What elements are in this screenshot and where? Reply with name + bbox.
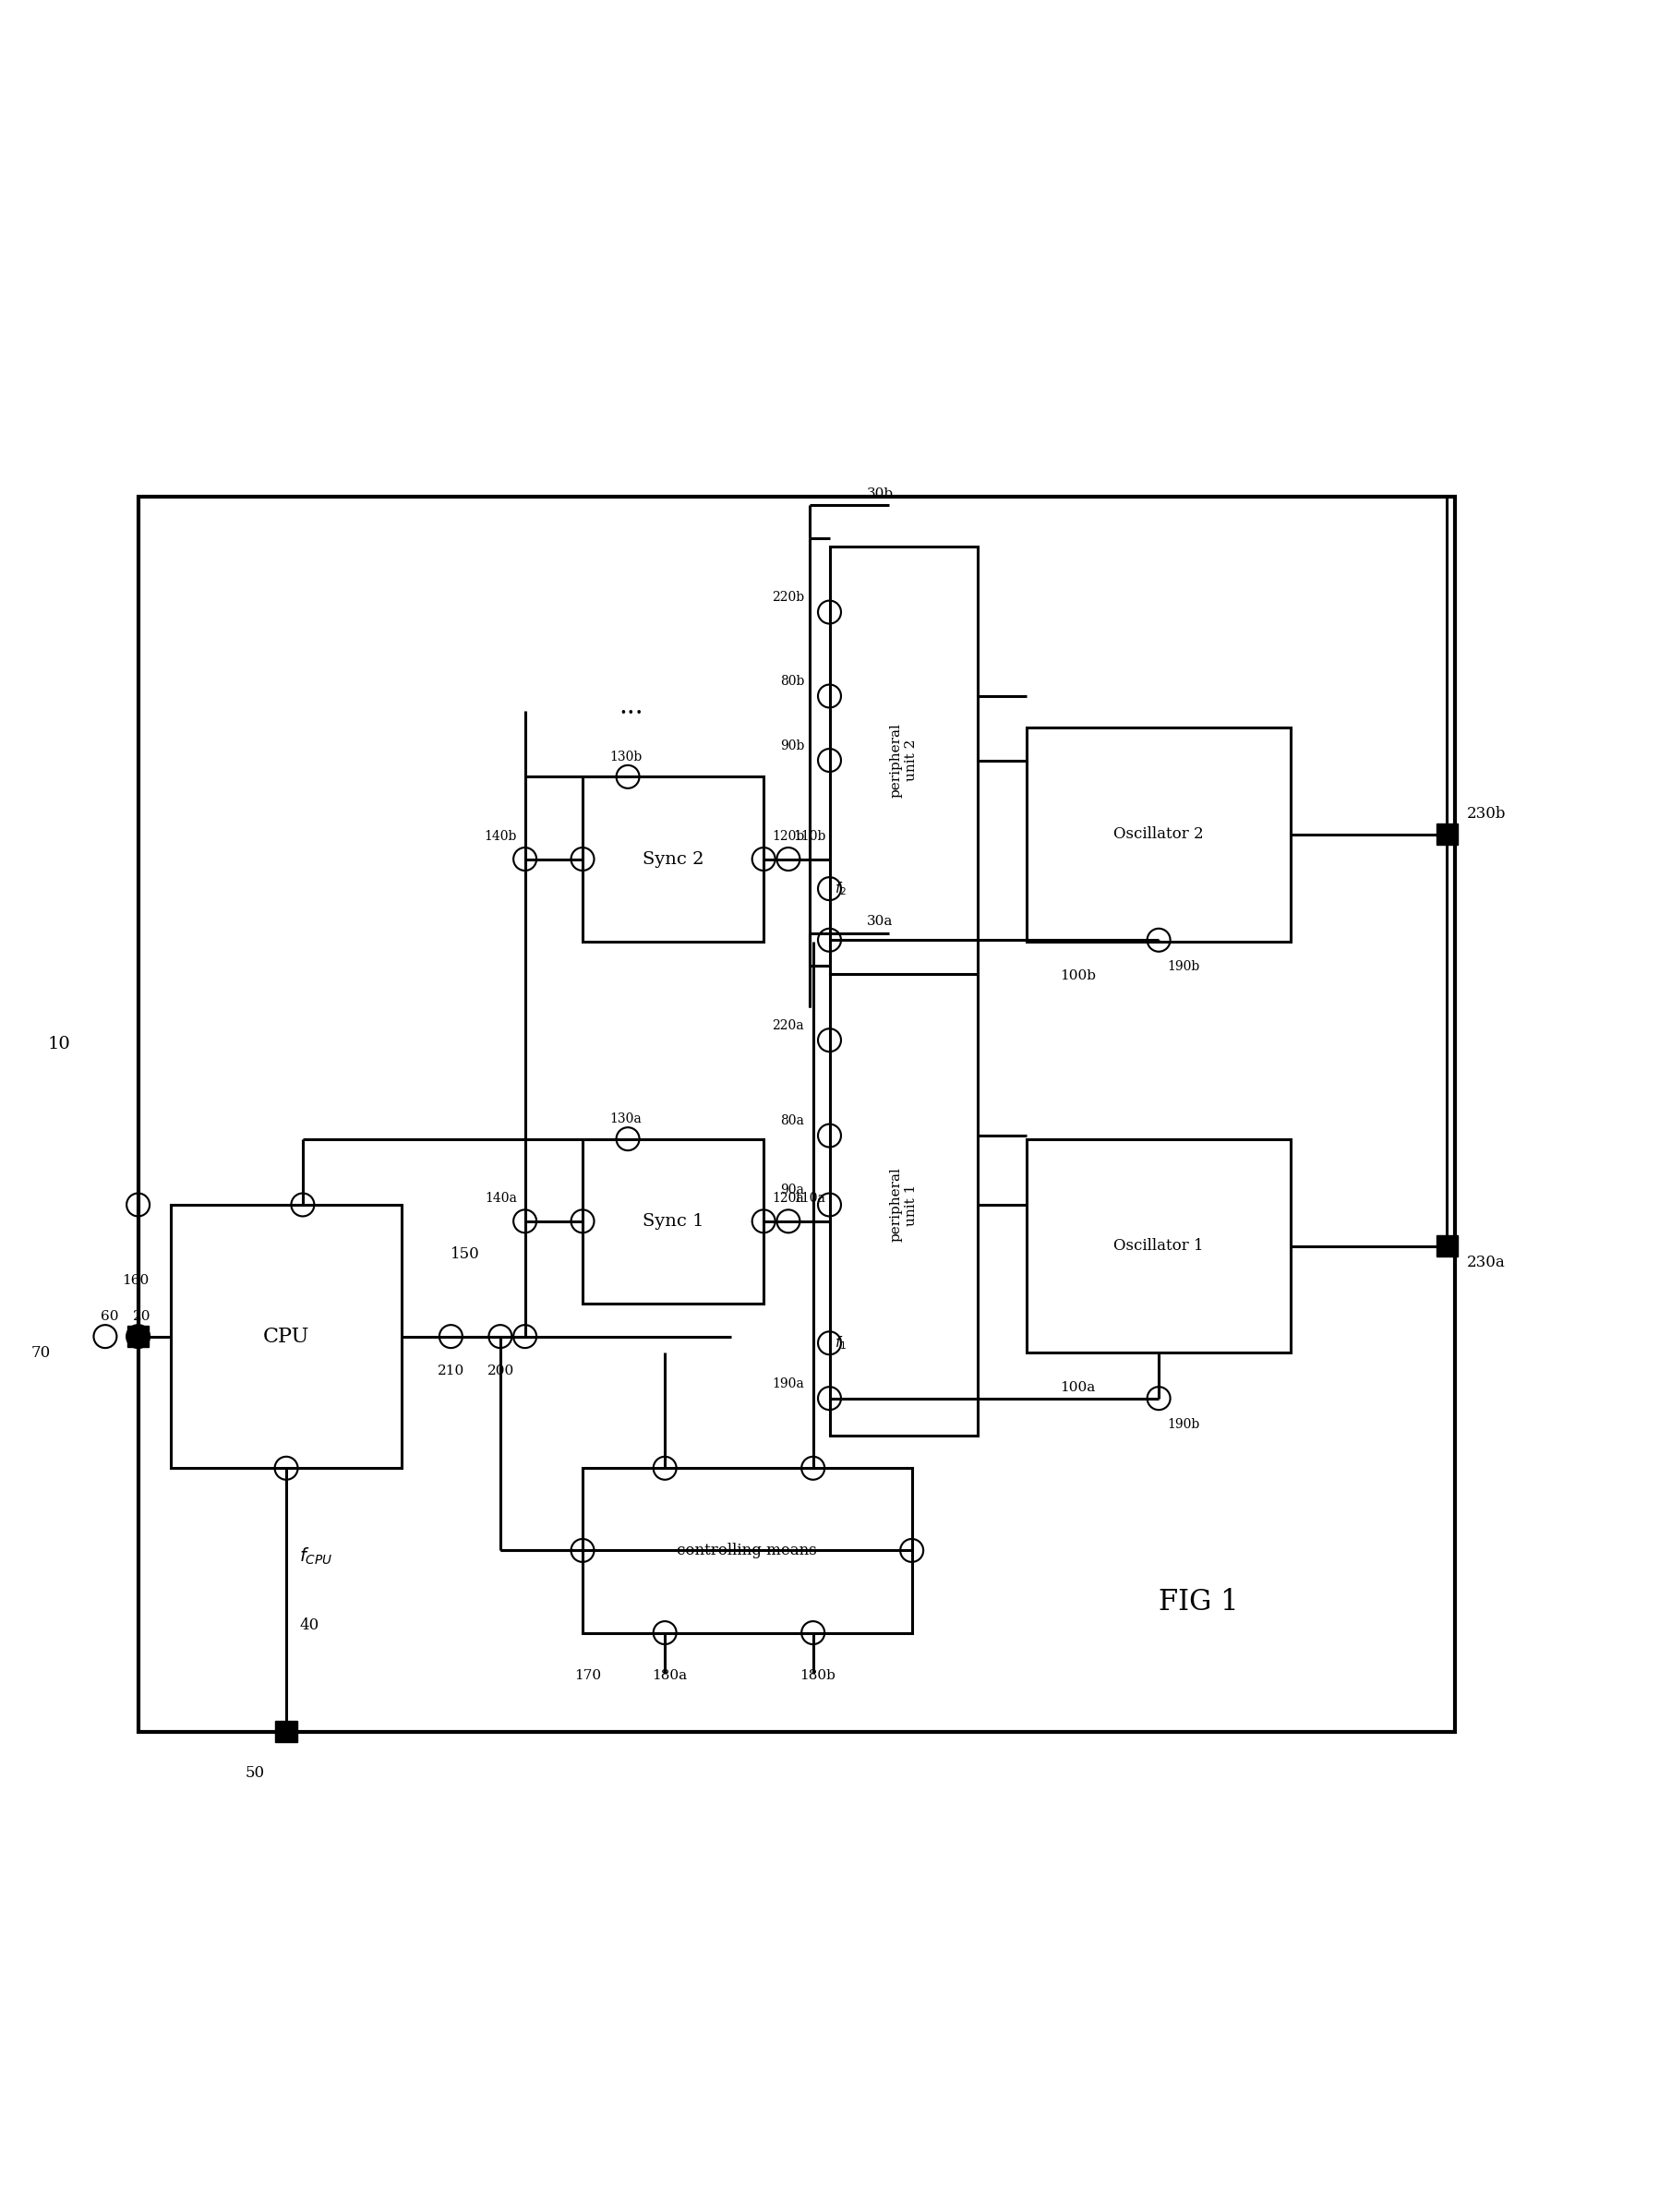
Text: 110a: 110a [793, 1192, 826, 1206]
Text: $f_{CPU}$: $f_{CPU}$ [299, 1546, 333, 1566]
Bar [275, 1721, 297, 1743]
Text: 220a: 220a [771, 1020, 805, 1033]
Text: 230b: 230b [1467, 805, 1506, 821]
Text: 160: 160 [121, 1274, 149, 1287]
Text: 30b: 30b [866, 487, 894, 500]
Text: 100a: 100a [1060, 1380, 1095, 1394]
Text: 10: 10 [48, 1035, 70, 1053]
Text: 20: 20 [133, 1310, 151, 1323]
Text: peripheral
unit 2: peripheral unit 2 [889, 723, 917, 799]
Bar [1437, 1234, 1458, 1256]
Text: 150: 150 [451, 1248, 479, 1263]
Text: 220b: 220b [771, 591, 805, 604]
Text: 180a: 180a [652, 1670, 687, 1681]
Text: 40: 40 [299, 1617, 319, 1632]
Text: $f_1$: $f_1$ [834, 1334, 846, 1352]
Text: 190a: 190a [771, 1378, 805, 1389]
Text: 50: 50 [246, 1765, 264, 1781]
Text: 230a: 230a [1467, 1254, 1505, 1270]
Bar [1027, 728, 1291, 942]
Bar [830, 546, 977, 973]
Bar [1027, 1139, 1291, 1354]
Bar [582, 1139, 763, 1303]
Text: Sync 2: Sync 2 [642, 852, 703, 867]
Text: $f_2$: $f_2$ [834, 880, 846, 896]
Text: ...: ... [619, 695, 644, 719]
Text: 130b: 130b [611, 750, 642, 763]
Text: 90a: 90a [780, 1183, 805, 1197]
Text: 130a: 130a [611, 1113, 642, 1126]
Text: Oscillator 2: Oscillator 2 [1113, 827, 1204, 843]
Bar [171, 1206, 401, 1469]
Text: 80a: 80a [780, 1115, 805, 1128]
Text: 60: 60 [100, 1310, 118, 1323]
Bar [138, 498, 1455, 1732]
Text: 70: 70 [32, 1345, 51, 1360]
Bar [128, 1325, 149, 1347]
Bar [830, 973, 977, 1436]
Text: Oscillator 1: Oscillator 1 [1113, 1239, 1204, 1254]
Text: CPU: CPU [264, 1327, 310, 1347]
Text: controlling means: controlling means [677, 1542, 818, 1557]
Text: 100b: 100b [1060, 969, 1097, 982]
Text: 180b: 180b [800, 1670, 836, 1681]
Text: 140b: 140b [484, 830, 516, 843]
Text: 30a: 30a [866, 916, 893, 929]
Text: 210: 210 [438, 1365, 465, 1378]
Text: 200: 200 [488, 1365, 514, 1378]
Bar [1437, 823, 1458, 845]
Text: 110b: 110b [793, 830, 826, 843]
Text: 190b: 190b [1166, 1418, 1199, 1431]
Text: FIG 1: FIG 1 [1158, 1588, 1239, 1617]
Text: 190b: 190b [1166, 960, 1199, 973]
Text: Sync 1: Sync 1 [642, 1212, 703, 1230]
Text: 80b: 80b [780, 675, 805, 688]
Text: 90b: 90b [780, 739, 805, 752]
Text: 120b: 120b [771, 830, 805, 843]
Bar [582, 776, 763, 942]
Text: 120a: 120a [771, 1192, 805, 1206]
Bar [582, 1469, 912, 1632]
Text: 170: 170 [574, 1670, 601, 1681]
Text: peripheral
unit 1: peripheral unit 1 [889, 1168, 917, 1243]
Text: 140a: 140a [484, 1192, 516, 1206]
